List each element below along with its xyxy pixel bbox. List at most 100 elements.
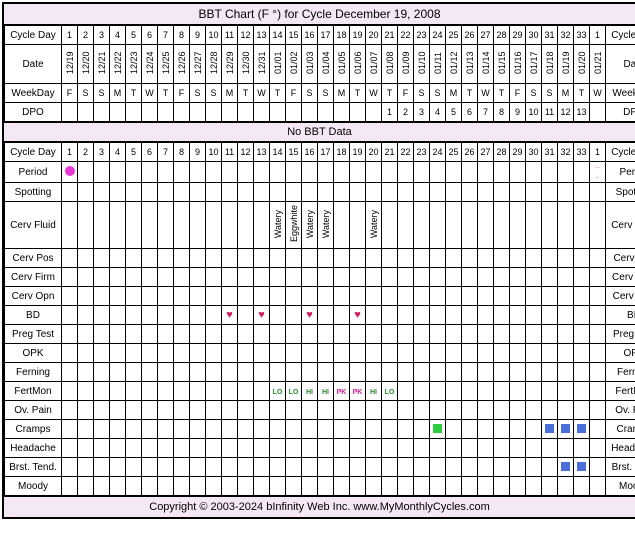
data-cell (190, 183, 206, 202)
row-label-left: Brst. Tend. (5, 458, 62, 477)
data-cell (510, 344, 526, 363)
data-cell: 10 (206, 143, 222, 162)
data-cell: 01/02 (286, 45, 302, 84)
data-cell (158, 183, 174, 202)
data-cell: 23 (414, 143, 430, 162)
data-cell (270, 162, 286, 183)
data-cell: 01/18 (542, 45, 558, 84)
data-cell (94, 183, 110, 202)
data-cell (462, 249, 478, 268)
data-cell (110, 363, 126, 382)
data-cell (174, 439, 190, 458)
data-cell (366, 325, 382, 344)
data-cell: 25 (446, 143, 462, 162)
data-cell: S (78, 84, 94, 103)
data-cell (574, 458, 590, 477)
data-cell: F (286, 84, 302, 103)
data-cell (558, 401, 574, 420)
data-cell (238, 420, 254, 439)
data-cell (558, 363, 574, 382)
data-cell (398, 477, 414, 496)
data-cell (350, 420, 366, 439)
data-cell (414, 249, 430, 268)
row-label-left: Cycle Day (5, 143, 62, 162)
data-cell: M (446, 84, 462, 103)
data-cell (190, 325, 206, 344)
data-cell (286, 401, 302, 420)
data-cell (430, 287, 446, 306)
data-cell (462, 439, 478, 458)
data-cell: S (302, 84, 318, 103)
data-cell (206, 249, 222, 268)
data-cell (590, 477, 606, 496)
data-cell (430, 183, 446, 202)
data-cell: 21 (382, 143, 398, 162)
data-cell (446, 439, 462, 458)
data-cell (174, 477, 190, 496)
data-cell (350, 325, 366, 344)
data-cell (574, 249, 590, 268)
data-cell (446, 202, 462, 249)
data-cell (558, 420, 574, 439)
row-label-left: Cerv Pos (5, 249, 62, 268)
data-cell: 10 (206, 26, 222, 45)
data-cell (142, 477, 158, 496)
data-cell (446, 306, 462, 325)
data-cell (222, 162, 238, 183)
data-cell (510, 382, 526, 401)
data-cell (158, 202, 174, 249)
data-cell (94, 103, 110, 122)
data-cell: 26 (462, 26, 478, 45)
data-cell: LO (270, 382, 286, 401)
data-cell (270, 325, 286, 344)
data-cell (414, 401, 430, 420)
data-cell (398, 401, 414, 420)
data-cell (334, 287, 350, 306)
data-cell (286, 420, 302, 439)
data-cell (270, 458, 286, 477)
data-cell (574, 420, 590, 439)
data-cell (558, 249, 574, 268)
data-cell (350, 103, 366, 122)
row-label-right: Cerv Pos (606, 249, 635, 268)
data-cell: 01/19 (558, 45, 574, 84)
data-cell (446, 249, 462, 268)
data-cell (126, 439, 142, 458)
data-cell: 21 (382, 26, 398, 45)
data-cell: W (142, 84, 158, 103)
data-cell (558, 382, 574, 401)
data-cell (238, 477, 254, 496)
data-cell (142, 439, 158, 458)
data-cell (222, 420, 238, 439)
data-cell (206, 268, 222, 287)
data-cell (110, 249, 126, 268)
row-label-right: Cramps (606, 420, 635, 439)
data-cell (398, 162, 414, 183)
data-cell (94, 420, 110, 439)
data-cell (206, 202, 222, 249)
data-cell (334, 477, 350, 496)
data-cell (478, 420, 494, 439)
data-cell: HI (302, 382, 318, 401)
data-cell (78, 401, 94, 420)
data-cell (206, 325, 222, 344)
data-cell (206, 401, 222, 420)
data-cell: S (94, 84, 110, 103)
data-cell (110, 477, 126, 496)
data-cell (78, 325, 94, 344)
data-cell (366, 268, 382, 287)
row-label-left: Preg Test (5, 325, 62, 344)
data-cell (382, 458, 398, 477)
data-cell (190, 103, 206, 122)
data-cell (238, 363, 254, 382)
data-cell: 7 (158, 26, 174, 45)
chart-footer: Copyright © 2003-2024 bInfinity Web Inc.… (4, 496, 635, 517)
data-cell (510, 306, 526, 325)
data-cell (542, 287, 558, 306)
data-cell (574, 401, 590, 420)
data-cell (62, 287, 78, 306)
data-cell (478, 306, 494, 325)
data-cell (574, 439, 590, 458)
data-cell (270, 249, 286, 268)
data-cell (190, 162, 206, 183)
